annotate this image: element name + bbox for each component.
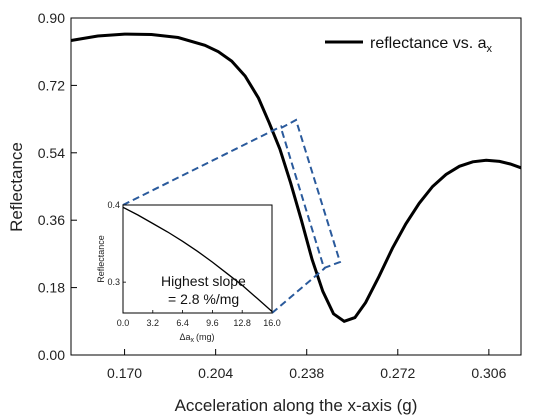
x-axis-title: Acceleration along the x-axis (g) bbox=[175, 396, 418, 415]
inset-y-axis-title: Reflectance bbox=[96, 235, 106, 283]
y-tick-label: 0.18 bbox=[38, 280, 65, 296]
y-tick-label: 0.54 bbox=[38, 145, 65, 161]
y-tick-label: 0.00 bbox=[38, 347, 65, 363]
legend: reflectance vs. ax bbox=[325, 35, 493, 55]
series-line-reflectance bbox=[70, 32, 522, 323]
inset-x-axis-title: Δax (mg) bbox=[179, 332, 214, 344]
legend-label-subscript: x bbox=[487, 43, 493, 55]
y-tick-label: 0.72 bbox=[38, 77, 65, 93]
y-axis-title: Reflectance bbox=[7, 142, 26, 232]
x-tick-label: 0.204 bbox=[198, 365, 233, 381]
legend-label-text: reflectance vs. a bbox=[370, 35, 487, 52]
inset-x-tick-label: 6.4 bbox=[176, 318, 189, 328]
main-axes bbox=[71, 17, 490, 356]
inset-y-tick-label: 0.4 bbox=[107, 200, 120, 210]
x-tick-label: 0.170 bbox=[107, 365, 142, 381]
inset-tick-labels: 0.0 3.2 6.4 9.6 12.8 16.0 0.3 0.4 bbox=[107, 200, 280, 328]
inset-frame bbox=[122, 204, 273, 314]
x-tick-label: 0.306 bbox=[471, 365, 506, 381]
annotation-line-1: Highest slope bbox=[161, 273, 246, 289]
y-tick-label: 0.36 bbox=[38, 212, 65, 228]
inset-x-title-subscript: x bbox=[191, 337, 195, 344]
zoom-indicator bbox=[122, 118, 342, 314]
inset-x-tick-label: 16.0 bbox=[263, 318, 281, 328]
inset-series-line bbox=[122, 206, 273, 312]
x-tick-label: 0.272 bbox=[380, 365, 415, 381]
annotation-line-2: = 2.8 %/mg bbox=[168, 291, 239, 307]
inset-x-tick-label: 12.8 bbox=[233, 318, 251, 328]
inset-x-tick-label: 3.2 bbox=[147, 318, 160, 328]
zoom-box bbox=[279, 118, 342, 270]
zoom-connector-top bbox=[122, 125, 283, 206]
zoom-connector-bottom bbox=[271, 267, 326, 314]
inset-axes bbox=[122, 204, 273, 313]
inset-x-tick-label: 0.0 bbox=[117, 318, 130, 328]
inset-x-title-unit: (mg) bbox=[196, 332, 215, 342]
inset-y-tick-label: 0.3 bbox=[107, 277, 120, 287]
x-tick-label: 0.238 bbox=[289, 365, 324, 381]
legend-label: reflectance vs. ax bbox=[370, 35, 493, 55]
inset-x-title-text: Δa bbox=[179, 332, 190, 342]
inset-x-tick-label: 9.6 bbox=[206, 318, 219, 328]
y-tick-label: 0.90 bbox=[38, 10, 65, 26]
main-tick-labels: 0.170 0.204 0.238 0.272 0.306 0.00 0.18 0.36 0.5… bbox=[38, 10, 507, 381]
